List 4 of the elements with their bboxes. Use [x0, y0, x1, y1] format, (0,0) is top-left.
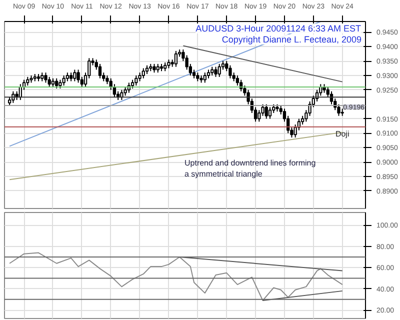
chart-title: AUDUSD 3-Hour 20091124 6:33 AM EST: [196, 24, 362, 34]
annotation: Doji: [335, 130, 350, 138]
annotation: Uptrend and downtrend lines forming a symmetrical triangle: [184, 158, 316, 178]
text: Copyright Dianne L. Fecteau, 2009: [222, 34, 362, 44]
